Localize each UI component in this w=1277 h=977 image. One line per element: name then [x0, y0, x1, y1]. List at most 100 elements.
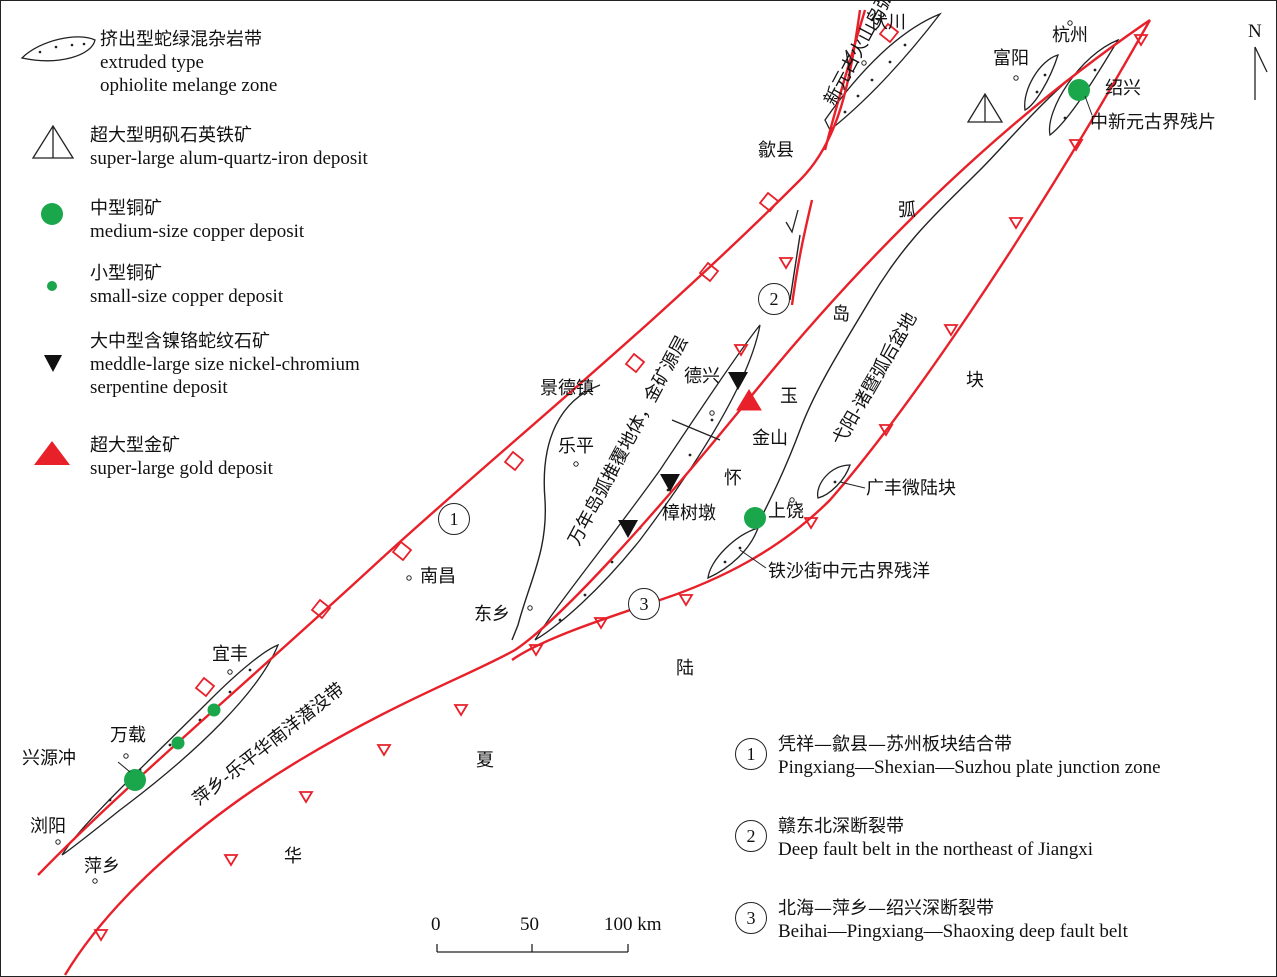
zone-guangfeng-block: 广丰微陆块	[866, 478, 956, 499]
region-yu: 玉	[780, 386, 798, 407]
place-jingdezhen: 景德镇	[540, 378, 594, 399]
dexing-contact	[671, 419, 721, 441]
copper-small-yifeng	[207, 703, 221, 717]
legend-nickel-en-1: meddle-large size nickel-chromium	[90, 354, 360, 375]
legend-ophiolite-icon	[20, 36, 96, 62]
black-triangle-1	[728, 372, 748, 390]
place-fuchuan: 伏川	[870, 12, 906, 33]
region-hu: 弧	[898, 200, 916, 221]
legend-symbols	[20, 36, 96, 465]
fault-2-red	[790, 199, 814, 306]
fault-legend-2-zh: 赣东北深断裂带	[778, 816, 904, 837]
copper-medium-xingyuanchong	[124, 769, 146, 791]
fault-legend-3-zh: 北海—萍乡—绍兴深断裂带	[778, 898, 994, 919]
gold-deposit-jinshan	[736, 389, 762, 411]
legend-medium-copper-en: medium-size copper deposit	[90, 221, 305, 242]
legend-ophiolite-zh: 挤出型蛇绿混杂岩带	[100, 29, 262, 50]
place-jinshan: 金山	[752, 428, 788, 449]
copper-deposits	[124, 79, 1090, 791]
fault-legend-1: 凭祥—歙县—苏州板块结合带 Pingxiang—Shexian—Suzhou p…	[778, 733, 1161, 779]
geologic-boundaries	[511, 54, 1101, 641]
scale-label-0: 0	[431, 914, 441, 935]
lens-tieshajie	[707, 526, 760, 580]
legend-alum-en: super-large alum-quartz-iron deposit	[90, 148, 368, 169]
legend-small-copper-zh: 小型铜矿	[90, 263, 162, 284]
scale-label-50: 50	[520, 914, 539, 935]
legend-ophiolite: 挤出型蛇绿混杂岩带 extruded type ophiolite melang…	[100, 28, 277, 97]
region-huai: 怀	[724, 468, 742, 489]
legend-medium-copper: 中型铜矿 medium-size copper deposit	[90, 197, 304, 243]
place-dexing: 德兴	[684, 366, 720, 387]
scale-label-100: 100 km	[604, 914, 662, 935]
north-label: N	[1248, 21, 1262, 42]
legend-gold-zh: 超大型金矿	[90, 435, 180, 456]
place-wanzai: 万载	[110, 725, 146, 746]
legend-gold: 超大型金矿 super-large gold deposit	[90, 434, 273, 480]
fault-3	[511, 19, 1152, 661]
legend-black-triangle-icon	[44, 355, 62, 372]
region-kuai: 块	[966, 370, 984, 391]
legend-nickel-en-2: serpentine deposit	[90, 377, 228, 398]
region-dao: 岛	[832, 304, 850, 325]
scale-bar	[436, 944, 629, 953]
copper-medium-shangrao	[744, 507, 766, 529]
black-triangle-2	[660, 474, 680, 492]
fault-legend-3-number: 3	[735, 902, 767, 934]
copper-medium-shaoxing	[1068, 79, 1090, 101]
place-zhangshudun: 樟树墩	[662, 503, 716, 524]
region-xia: 夏	[476, 750, 494, 771]
fault-2-trace	[789, 234, 801, 301]
legend-nickel-chromium: 大中型含镍铬蛇纹石矿 meddle-large size nickel-chro…	[90, 330, 360, 399]
fault-legend-1-zh: 凭祥—歙县—苏州板块结合带	[778, 734, 1012, 755]
shear-arrows	[785, 49, 853, 234]
place-xingyuanchong: 兴源冲	[22, 748, 76, 769]
legend-small-copper: 小型铜矿 small-size copper deposit	[90, 262, 283, 308]
place-pingxiang: 萍乡	[84, 856, 120, 877]
legend-nickel-zh: 大中型含镍铬蛇纹石矿	[90, 331, 270, 352]
fault-legend-2-en: Deep fault belt in the northeast of Jian…	[778, 839, 1093, 860]
legend-alum-quartz-iron: 超大型明矾石英铁矿 super-large alum-quartz-iron d…	[90, 124, 368, 170]
fault-number-3: 3	[628, 588, 660, 620]
place-dongxiang: 东乡	[474, 604, 510, 625]
fault-number-2: 2	[758, 283, 790, 315]
place-leping: 乐平	[558, 436, 594, 457]
place-shangrao: 上饶	[768, 501, 804, 522]
fault-teeth	[93, 22, 1149, 942]
lens-fuchuan	[824, 12, 942, 132]
place-nanchang: 南昌	[420, 566, 456, 587]
place-shaoxing: 绍兴	[1105, 78, 1141, 99]
lens-dexing	[534, 324, 761, 641]
fault-legend-3: 北海—萍乡—绍兴深断裂带 Beihai—Pingxiang—Shaoxing d…	[778, 897, 1128, 943]
region-lu: 陆	[676, 658, 694, 679]
backarc-west-boundary	[759, 54, 1101, 521]
black-triangle-3	[618, 520, 638, 538]
legend-medium-copper-icon	[41, 203, 63, 225]
legend-gold-en: super-large gold deposit	[90, 458, 273, 479]
legend-red-triangle-icon	[34, 441, 70, 465]
legend-small-copper-en: small-size copper deposit	[90, 286, 284, 307]
place-yifeng: 宜丰	[212, 644, 248, 665]
north-arrow	[1254, 46, 1268, 100]
legend-ophiolite-en-2: ophiolite melange zone	[100, 75, 278, 96]
fault-number-1: 1	[438, 503, 470, 535]
legend-open-triangle-icon	[31, 124, 75, 159]
copper-small-wanzai	[171, 736, 185, 750]
fault-legend-2-number: 2	[735, 820, 767, 852]
fault-legend-2: 赣东北深断裂带 Deep fault belt in the northeast…	[778, 815, 1093, 861]
nappe-west-boundary	[511, 384, 601, 641]
place-fuyang: 富阳	[993, 48, 1029, 69]
fault-legend-1-number: 1	[735, 738, 767, 770]
zone-tieshajie-ocean: 铁沙街中元古界残洋	[768, 561, 930, 582]
black-triangle-deposits	[618, 372, 748, 538]
place-liuyang: 浏阳	[30, 816, 66, 837]
legend-small-copper-icon	[47, 281, 57, 291]
zone-neoproterozoic-fragment: 中新元古界残片	[1090, 112, 1216, 133]
fault-legend-1-en: Pingxiang—Shexian—Suzhou plate junction …	[778, 757, 1161, 778]
place-markers	[55, 20, 1073, 884]
alum-quartz-iron-deposit	[966, 92, 1004, 123]
legend-medium-copper-zh: 中型铜矿	[90, 198, 162, 219]
fault-legend-3-en: Beihai—Pingxiang—Shaoxing deep fault bel…	[778, 921, 1128, 942]
fault-subduction	[63, 19, 1151, 976]
lens-fuyang	[1024, 54, 1059, 111]
